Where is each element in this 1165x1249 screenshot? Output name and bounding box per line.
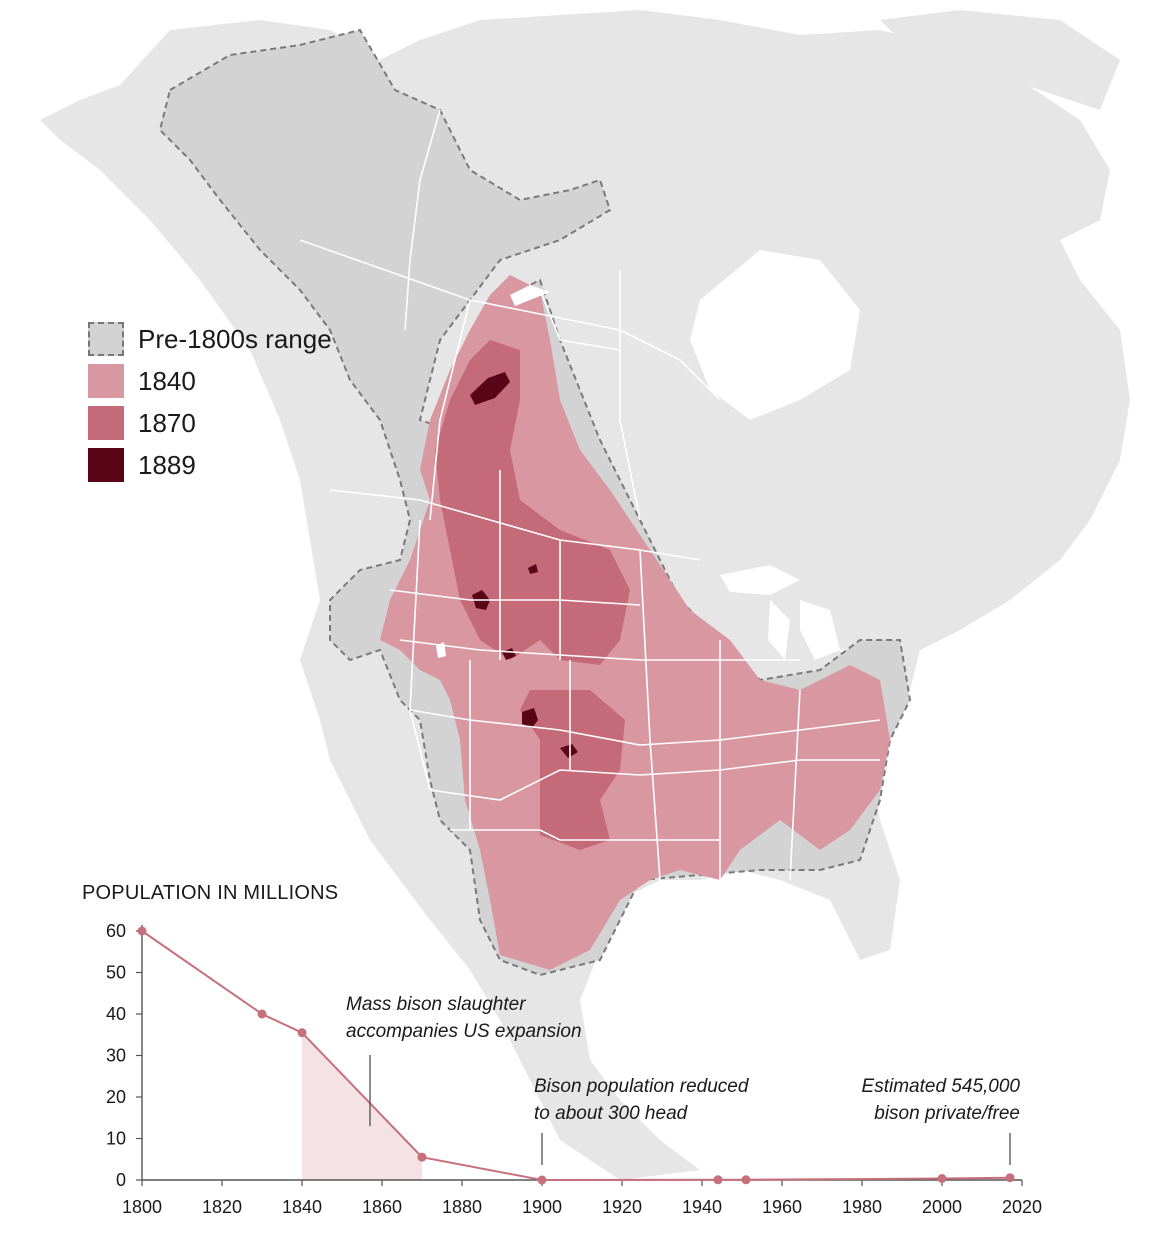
arctic-island-a xyxy=(560,30,660,130)
arctic-island-c xyxy=(800,70,880,160)
hudson-bay xyxy=(690,250,860,420)
annotation-text: Estimated 545,000 xyxy=(862,1076,1021,1097)
legend-label: Pre-1800s range xyxy=(138,323,332,354)
data-point xyxy=(137,926,147,936)
y-tick-label: 40 xyxy=(106,1004,126,1024)
data-point xyxy=(297,1028,307,1038)
legend-item: 1870 xyxy=(88,402,332,444)
legend-label: 1889 xyxy=(138,449,196,480)
data-point xyxy=(713,1175,723,1185)
x-tick-label: 1800 xyxy=(122,1197,162,1217)
y-tick-label: 50 xyxy=(106,963,126,983)
data-point xyxy=(417,1152,427,1162)
x-tick-label: 2020 xyxy=(1002,1197,1042,1217)
population-chart: 0 10 20 30 40 50 60 1800 1820 1840 1860 1880 1900 192… xyxy=(106,921,1042,1217)
legend-item: 1840 xyxy=(88,360,332,402)
legend-swatch xyxy=(88,364,124,398)
legend-label: 1870 xyxy=(138,407,196,438)
interior-lakes xyxy=(436,285,550,658)
legend-item: Pre-1800s range xyxy=(88,318,332,360)
shaded-area-1840-1870 xyxy=(302,1032,422,1180)
range-1870 xyxy=(435,340,630,850)
map-legend: Pre-1800s range 1840 1870 1889 xyxy=(88,318,332,486)
data-point xyxy=(741,1175,751,1185)
y-tick-label: 0 xyxy=(116,1170,126,1190)
annotation-text: Bison population reduced xyxy=(534,1076,750,1097)
y-tick-label: 20 xyxy=(106,1087,126,1107)
data-point xyxy=(257,1009,267,1019)
annotation-text: accompanies US expansion xyxy=(346,1021,582,1042)
legend-label: 1840 xyxy=(138,365,196,396)
annotation-text: Mass bison slaughter xyxy=(346,994,526,1015)
x-tick-label: 1980 xyxy=(842,1197,882,1217)
arctic-island-b xyxy=(680,50,790,150)
data-point xyxy=(937,1174,947,1184)
x-tick-label: 1860 xyxy=(362,1197,402,1217)
y-tick-label: 30 xyxy=(106,1046,126,1066)
range-1889 xyxy=(470,372,578,758)
chart-title: POPULATION IN MILLIONS xyxy=(82,882,339,904)
y-tick-label: 60 xyxy=(106,921,126,941)
x-tick-label: 1820 xyxy=(202,1197,242,1217)
political-boundaries xyxy=(299,109,881,881)
x-tick-label: 2000 xyxy=(922,1197,962,1217)
legend-swatch xyxy=(88,448,124,482)
x-tick-label: 1840 xyxy=(282,1197,322,1217)
annotation-text: to about 300 head xyxy=(534,1103,689,1124)
x-tick-label: 1920 xyxy=(602,1197,642,1217)
legend-item: 1889 xyxy=(88,444,332,486)
x-tick-label: 1960 xyxy=(762,1197,802,1217)
data-point xyxy=(1005,1173,1015,1183)
x-tick-label: 1940 xyxy=(682,1197,722,1217)
greenland xyxy=(880,10,1120,110)
annotation-text: bison private/free xyxy=(874,1103,1020,1124)
legend-swatch xyxy=(88,406,124,440)
x-tick-label: 1900 xyxy=(522,1197,562,1217)
legend-swatch xyxy=(88,322,124,356)
y-tick-label: 10 xyxy=(106,1129,126,1149)
x-tick-label: 1880 xyxy=(442,1197,482,1217)
data-point xyxy=(537,1175,547,1185)
